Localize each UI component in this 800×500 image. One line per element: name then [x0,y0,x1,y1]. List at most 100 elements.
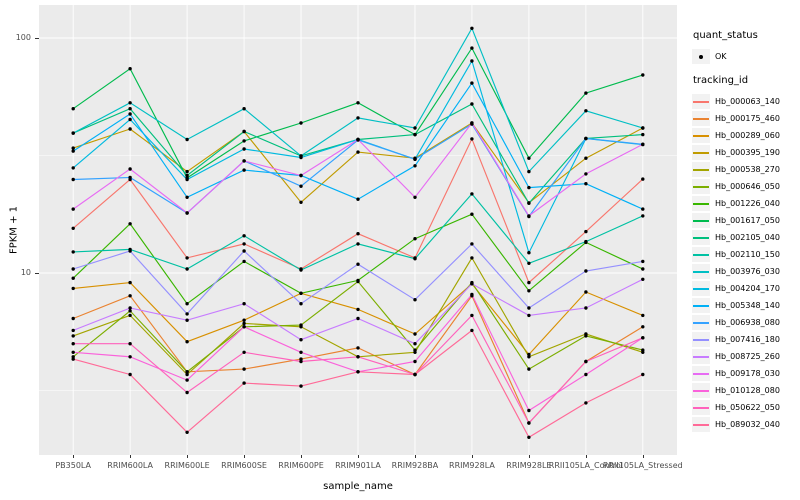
data-point [584,372,588,377]
data-point [71,350,75,354]
data-point [71,342,75,346]
data-point [299,359,303,364]
data-point [71,328,75,333]
legend-item-Hb_000646_050: Hb_000646_050 [692,178,780,195]
data-point [584,91,588,95]
data-point [71,357,75,361]
data-point [185,169,189,174]
data-point [584,269,588,273]
data-point [242,259,246,264]
data-point [527,280,531,285]
legend-line-icon [693,423,709,426]
legend-line-icon [693,406,709,409]
legend-item-Hb_000175_460: Hb_000175_460 [692,110,780,127]
data-point [242,234,246,238]
data-point [527,169,531,174]
y-tick-mark [35,273,39,274]
legend-line-icon [693,151,709,154]
data-point [185,378,189,382]
x-tick-label: RRII105LA_Control [548,461,623,470]
data-point [71,276,75,280]
legend-item-label: Hb_000175_460 [715,114,780,123]
data-point [470,256,474,260]
data-point [128,280,132,285]
data-point [128,167,132,171]
data-point [185,267,189,271]
data-point [527,261,531,265]
legend-line-icon [693,304,709,307]
legend-line-icon [693,372,709,375]
data-point [299,121,303,125]
data-point [185,302,189,306]
data-point [413,195,417,199]
data-point [356,232,360,236]
data-point [413,157,417,161]
legend-item-Hb_009178_030: Hb_009178_030 [692,365,780,382]
legend-key-box [692,332,710,347]
legend-key-box [692,264,710,279]
point-marker-icon [699,54,703,59]
data-point [185,195,189,199]
x-tick-label: RRIM600LA [107,461,154,470]
legend-line-icon [693,321,709,324]
legend-item-label: Hb_006938_080 [715,318,780,327]
x-tick-mark [358,455,359,458]
x-tick-label: PB350LA [55,461,92,470]
legend-item-label: Hb_008725_260 [715,352,780,361]
data-point [584,182,588,186]
y-tick-label: 10 [20,268,31,277]
data-point [185,312,189,316]
data-point [356,150,360,154]
y-tick-label: 100 [15,33,31,42]
data-point [71,107,75,111]
data-point [470,242,474,246]
data-point [128,175,132,180]
legend-item-label: Hb_000646_050 [715,182,780,191]
data-point [242,302,246,306]
legend-item-Hb_000538_270: Hb_000538_270 [692,161,780,178]
plot-canvas [39,5,677,455]
data-point [299,350,303,354]
legend-line-icon [693,270,709,273]
data-point [128,249,132,253]
data-point [242,129,246,134]
legend-item-Hb_004204_170: Hb_004204_170 [692,280,780,297]
legend-item-label: Hb_000289_060 [715,131,780,140]
legend-item-label: Hb_000063_140 [715,97,780,106]
x-tick-mark [301,455,303,458]
legend-line-icon [693,202,709,205]
data-point [470,121,474,125]
data-point [470,46,474,50]
data-point [527,185,531,190]
data-point [470,59,474,63]
data-point [584,229,588,234]
x-tick-label: RRIM600PE [278,461,324,470]
data-point [299,291,303,295]
legend-item-label: Hb_089032_040 [715,420,780,429]
data-point [356,278,360,283]
legend-key-box [692,162,710,177]
x-tick-label: RRIM600LE [164,461,210,470]
legend-line-icon [693,168,709,171]
x-tick-label: RRIM928BA [391,461,439,470]
x-tick-mark [642,455,644,458]
data-point [299,384,303,388]
legend-line-icon [693,389,709,392]
legend-item-Hb_002105_040: Hb_002105_040 [692,229,780,246]
data-point [128,222,132,226]
data-point [356,101,360,105]
data-point [299,338,303,342]
data-point [413,257,417,261]
legend-key-box [692,145,710,160]
data-point [413,132,417,137]
legend-key-box [692,230,710,245]
x-tick-label: RRIM600SE [221,461,267,470]
legend-item-Hb_008725_260: Hb_008725_260 [692,348,780,365]
data-point [413,372,417,377]
data-point [641,214,645,218]
data-point [71,146,75,150]
legend-item-Hb_005348_140: Hb_005348_140 [692,297,780,314]
data-point [128,127,132,131]
data-point [71,316,75,321]
